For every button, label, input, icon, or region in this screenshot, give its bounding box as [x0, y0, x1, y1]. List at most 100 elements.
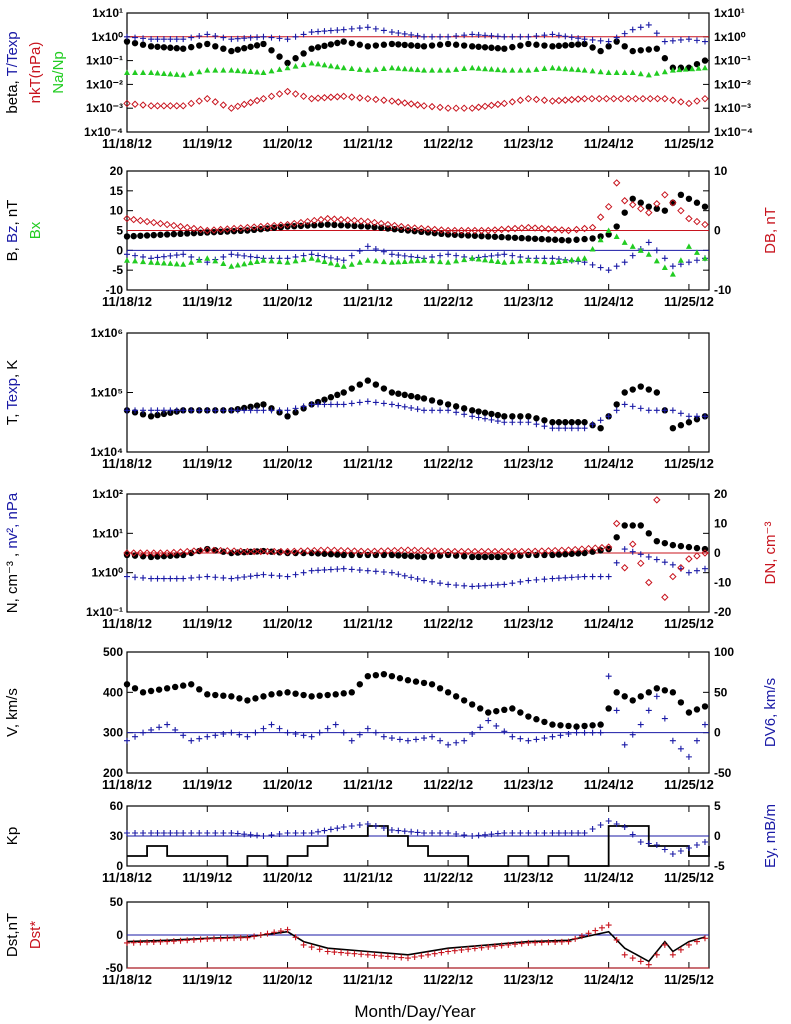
x-tick-label: 11/24/12 — [584, 456, 634, 471]
data-point — [621, 522, 628, 529]
data-point — [429, 33, 436, 40]
data-point — [501, 413, 508, 420]
y2-tick-label: -10 — [714, 576, 732, 590]
data-point — [589, 36, 596, 43]
data-point — [701, 220, 709, 229]
data-point — [693, 413, 700, 420]
data-point — [300, 941, 307, 948]
y-tick-label: 30 — [110, 829, 124, 843]
data-point — [493, 722, 500, 729]
data-point — [438, 230, 445, 238]
data-point — [384, 953, 391, 960]
data-point — [596, 213, 605, 221]
data-point — [140, 830, 147, 836]
data-point — [509, 43, 516, 51]
data-point — [460, 553, 468, 560]
data-point — [653, 205, 661, 212]
data-point — [220, 34, 227, 41]
data-point — [549, 721, 556, 728]
data-point — [604, 543, 613, 551]
data-point — [509, 733, 516, 740]
data-point — [637, 405, 644, 412]
data-point — [150, 939, 157, 946]
data-point — [568, 66, 575, 72]
data-point — [220, 67, 227, 73]
data-point — [131, 552, 139, 559]
data-point — [364, 547, 372, 556]
data-point — [188, 70, 195, 76]
data-point — [653, 200, 661, 208]
data-point — [210, 226, 218, 234]
data-point — [501, 45, 508, 52]
data-point — [629, 26, 636, 33]
data-point — [605, 673, 612, 680]
data-point — [629, 69, 636, 75]
data-point — [407, 42, 415, 49]
data-point — [693, 199, 701, 206]
data-point — [584, 544, 593, 553]
data-point — [327, 550, 335, 558]
data-point — [334, 63, 341, 70]
data-point — [187, 99, 195, 108]
x-tick-label: 11/19/12 — [182, 456, 232, 471]
y-tick-label: 60 — [110, 799, 124, 813]
data-point — [469, 833, 476, 839]
data-point — [431, 547, 439, 555]
data-point — [310, 546, 319, 555]
data-point — [533, 33, 540, 40]
data-point — [284, 729, 291, 736]
data-point — [364, 94, 372, 103]
data-point — [421, 577, 428, 584]
data-point — [357, 217, 365, 225]
data-point — [308, 567, 315, 574]
data-point — [124, 573, 130, 580]
data-point — [475, 43, 482, 50]
data-point — [292, 33, 299, 40]
data-point — [357, 223, 365, 230]
data-point — [284, 64, 291, 71]
data-point — [517, 735, 524, 742]
data-point — [475, 414, 482, 421]
data-point — [380, 41, 388, 48]
data-point — [597, 47, 604, 55]
y2-tick-label: 0 — [714, 224, 721, 238]
data-point — [308, 29, 315, 36]
data-point — [469, 583, 476, 590]
x-tick-label: 11/20/12 — [263, 870, 313, 885]
data-point — [637, 199, 644, 206]
data-point — [150, 549, 158, 557]
data-point — [517, 67, 524, 73]
data-point — [260, 40, 267, 48]
data-point — [388, 259, 395, 265]
data-point — [613, 707, 620, 714]
data-point — [525, 830, 532, 836]
data-point — [533, 66, 540, 72]
data-point — [481, 553, 489, 561]
data-point — [254, 34, 261, 41]
data-point — [597, 573, 604, 580]
data-point — [173, 45, 180, 52]
data-point — [300, 256, 307, 263]
data-point — [356, 822, 363, 828]
data-point — [629, 386, 636, 393]
data-point — [701, 64, 708, 71]
data-point — [124, 830, 130, 836]
data-point — [231, 935, 238, 942]
data-point — [395, 402, 402, 409]
data-point — [160, 830, 167, 836]
data-point — [172, 726, 179, 733]
data-point — [597, 68, 604, 75]
data-point — [230, 224, 238, 233]
data-point — [589, 729, 596, 736]
label-part: B, — [4, 243, 21, 261]
data-point — [637, 721, 644, 728]
data-point — [602, 94, 611, 103]
data-point — [410, 224, 419, 232]
data-point — [453, 66, 460, 72]
data-point — [677, 191, 685, 198]
data-point — [372, 257, 379, 264]
y2-axis-label: Ey, mB/m — [762, 804, 779, 868]
data-point — [356, 247, 363, 254]
data-point — [588, 223, 597, 232]
data-point — [143, 232, 151, 239]
